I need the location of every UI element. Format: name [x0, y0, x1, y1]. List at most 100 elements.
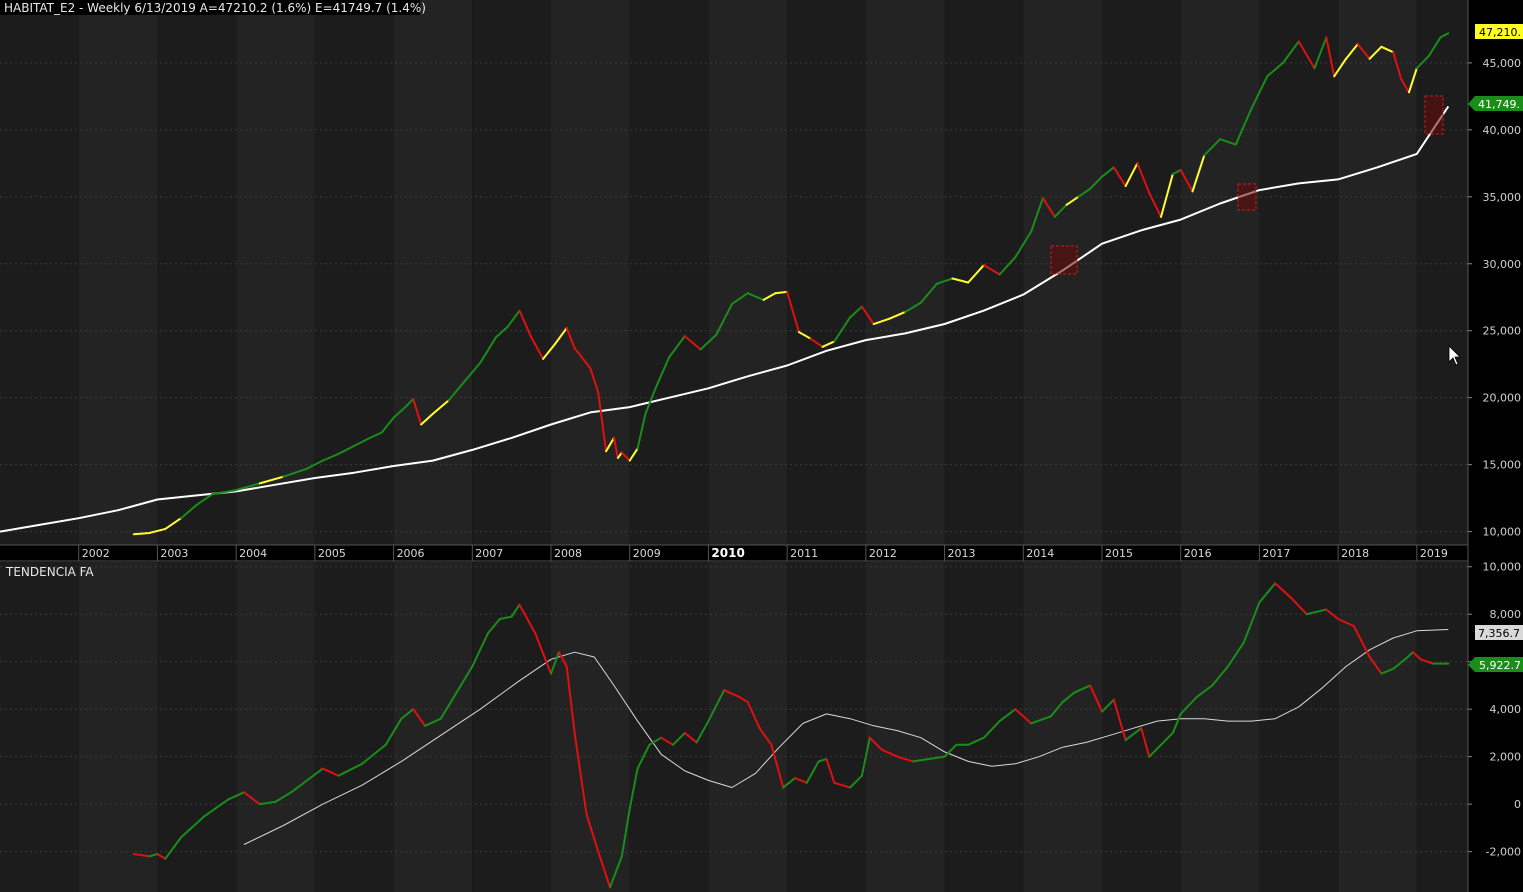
benchmark-value-tag: 41,749.	[1468, 96, 1523, 111]
series-segment	[797, 331, 812, 340]
header-background	[0, 0, 420, 15]
signal-box-2019	[1424, 95, 1444, 135]
series-segment	[636, 412, 647, 450]
year-band-bottom	[157, 562, 237, 892]
series-segment	[1136, 162, 1151, 194]
series-segment	[368, 431, 383, 439]
series-segment	[1160, 731, 1174, 746]
series-segment	[1100, 698, 1115, 713]
series-segment	[1234, 107, 1253, 146]
series-segment	[868, 736, 883, 751]
series-segment	[904, 301, 922, 313]
series-segment	[400, 708, 415, 720]
series-segment	[746, 701, 761, 730]
series-segment	[1266, 61, 1285, 78]
year-band-bottom	[1338, 562, 1417, 892]
series-segment	[1250, 75, 1269, 110]
series-segment	[597, 850, 612, 889]
y-tick-label: 40,000	[1483, 124, 1522, 137]
series-segment	[227, 791, 246, 801]
series-segment	[1274, 582, 1292, 599]
series-segment	[1061, 691, 1076, 704]
x-tick-label: 2013	[948, 547, 976, 560]
series-segment	[557, 651, 568, 668]
series-segment	[927, 755, 946, 761]
series-segment	[612, 436, 619, 459]
series-segment	[1419, 658, 1434, 665]
year-band-bottom	[1101, 562, 1181, 892]
lower-panel-title: TENDENCIA FA	[5, 565, 94, 579]
series-segment	[573, 731, 588, 815]
series-segment	[951, 277, 970, 284]
series-segment	[809, 337, 824, 348]
series-segment	[565, 327, 576, 350]
series-segment	[392, 406, 407, 419]
series-segment	[746, 292, 765, 301]
series-segment	[660, 736, 674, 746]
price-value-tag: 47,210.	[1475, 24, 1523, 39]
series-segment	[290, 779, 308, 794]
series-segment	[1049, 701, 1064, 718]
series-segment	[305, 767, 324, 782]
series-segment	[1211, 665, 1229, 687]
series-segment	[132, 531, 151, 536]
y-tick-label: 30,000	[1483, 258, 1522, 271]
series-segment	[1380, 45, 1395, 54]
year-band-top	[236, 0, 315, 545]
year-band-bottom	[944, 562, 1024, 892]
x-tick-label: 2010	[711, 546, 744, 560]
series-segment	[1258, 582, 1277, 604]
series-segment	[1392, 658, 1407, 670]
series-segment	[1030, 197, 1044, 233]
series-segment	[412, 708, 427, 727]
series-segment	[1356, 43, 1371, 60]
series-segment	[518, 309, 533, 339]
x-tick-label: 2019	[1420, 547, 1448, 560]
series-segment	[1160, 173, 1174, 218]
series-segment	[1415, 55, 1430, 70]
y-tick-label: 45,000	[1483, 57, 1522, 70]
series-segment	[1325, 36, 1336, 78]
series-segment	[1368, 655, 1383, 675]
series-segment	[1282, 40, 1300, 64]
series-segment	[817, 758, 828, 763]
year-band-top	[550, 0, 630, 545]
series-segment	[774, 290, 789, 295]
year-band-bottom	[1023, 562, 1102, 892]
series-segment	[1124, 727, 1143, 742]
y-tick-label: 8,000	[1490, 608, 1522, 621]
series-segment	[585, 812, 600, 853]
year-band-top	[708, 0, 788, 545]
benchmark-tag-background	[1468, 96, 1523, 111]
series-segment	[534, 632, 552, 675]
series-segment	[549, 651, 560, 675]
signal-tag-label: 7,356.7	[1478, 627, 1520, 640]
series-segment	[353, 436, 371, 447]
series-segment	[656, 356, 671, 386]
series-segment	[589, 367, 600, 394]
year-band-top	[787, 0, 866, 545]
chart-title: HABITAT_E2 - Weekly 6/13/2019 A=47210.2 …	[4, 1, 426, 15]
lower-panel-background	[0, 562, 1468, 892]
x-tick-label: 2014	[1026, 547, 1054, 560]
signal-tag-background	[1475, 625, 1523, 640]
x-tick-label: 2011	[790, 547, 818, 560]
year-band-bottom	[550, 562, 630, 892]
series-segment	[1089, 175, 1103, 190]
signal-box-2016	[1237, 183, 1257, 211]
signal-box-2014	[1050, 245, 1078, 275]
series-segment	[1124, 162, 1139, 188]
series-segment	[164, 517, 183, 530]
x-tick-label: 2005	[318, 547, 346, 560]
oscillator-tag-label: 5,922.7	[1479, 659, 1521, 672]
series-segment	[1400, 77, 1410, 94]
series-segment	[912, 758, 930, 763]
series-segment	[1325, 608, 1340, 620]
y-tick-label: 2,000	[1490, 751, 1522, 764]
series-segment	[243, 791, 261, 806]
year-band-bottom	[236, 562, 315, 892]
series-segment	[998, 256, 1017, 276]
series-segment	[738, 696, 749, 704]
series-segment	[833, 781, 852, 789]
series-segment	[1179, 696, 1198, 715]
